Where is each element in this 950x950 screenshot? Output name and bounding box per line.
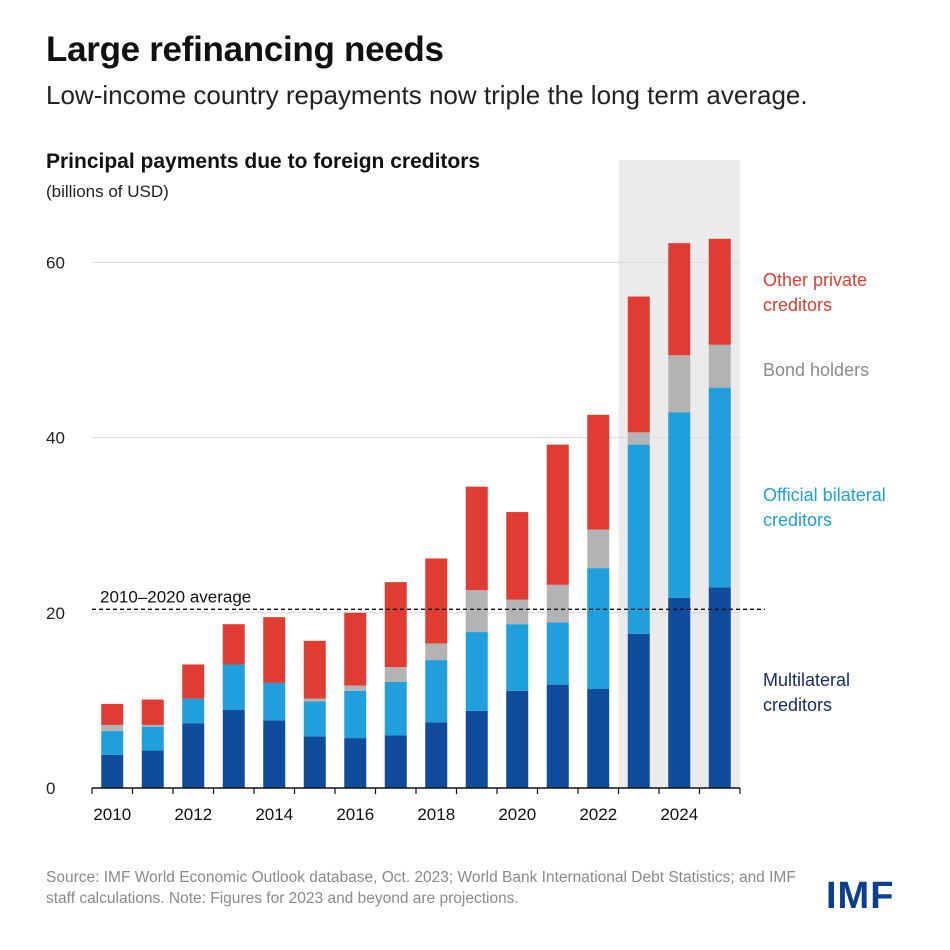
bar-segment-other-private-creditors-2016: [344, 612, 367, 686]
bar-segment-official-bilateral-creditors-2015: [303, 701, 326, 737]
bar-segment-multilateral-creditors-2016: [344, 738, 367, 788]
bar-segment-official-bilateral-creditors-2013: [222, 664, 245, 711]
bar-segment-other-private-creditors-2011: [141, 699, 164, 725]
x-tick-label: 2010: [93, 805, 131, 824]
bar-segment-other-private-creditors-2022: [587, 414, 610, 530]
bar-segment-bond-holders-2019: [465, 590, 488, 633]
x-tick-label: 2016: [336, 805, 374, 824]
imf-logo: IMF: [826, 875, 895, 917]
bar-segment-other-private-creditors-2010: [101, 703, 124, 725]
bar-segment-bond-holders-2018: [425, 643, 448, 661]
bar-segment-bond-holders-2025: [708, 344, 731, 388]
x-tick-label: 2018: [417, 805, 455, 824]
bar-segment-official-bilateral-creditors-2010: [101, 731, 124, 755]
bar-segment-other-private-creditors-2024: [668, 243, 691, 356]
bar-segment-official-bilateral-creditors-2025: [708, 387, 731, 588]
bar-segment-multilateral-creditors-2013: [222, 710, 245, 788]
page-title: Large refinancing needs: [46, 30, 444, 69]
x-tick-label: 2024: [660, 805, 698, 824]
legend-label-line: Other private: [763, 270, 868, 290]
average-label: 2010–2020 average: [100, 587, 251, 606]
bar-segment-bond-holders-2022: [587, 529, 610, 569]
legend-official-bilateral-creditors: Official bilateral creditors: [763, 483, 943, 533]
bar-segment-multilateral-creditors-2018: [425, 722, 448, 788]
bar-segment-other-private-creditors-2020: [506, 512, 529, 600]
bar-segment-bond-holders-2011: [141, 724, 164, 727]
legend-label-line: Official bilateral: [763, 485, 886, 505]
bar-segment-multilateral-creditors-2015: [303, 736, 326, 788]
bar-segment-official-bilateral-creditors-2012: [182, 698, 205, 724]
bar-segment-other-private-creditors-2025: [708, 238, 731, 345]
legend-label-line: creditors: [763, 295, 833, 315]
chart-title: Principal payments due to foreign credit…: [46, 150, 481, 173]
bar-segment-multilateral-creditors-2019: [465, 710, 488, 788]
bar-segment-bond-holders-2015: [303, 698, 326, 702]
bar-segment-official-bilateral-creditors-2018: [425, 660, 448, 723]
y-tick-label: 0: [46, 779, 55, 798]
bar-segment-other-private-creditors-2014: [263, 617, 286, 683]
bar-segment-multilateral-creditors-2021: [546, 684, 569, 788]
bar-segment-official-bilateral-creditors-2016: [344, 690, 367, 739]
bar-segment-multilateral-creditors-2012: [182, 723, 205, 788]
x-tick-label: 2020: [498, 805, 536, 824]
bar-segment-official-bilateral-creditors-2023: [627, 444, 650, 634]
bar-segment-official-bilateral-creditors-2019: [465, 632, 488, 711]
chart-unit-label: (billions of USD): [46, 182, 169, 201]
x-tick-label: 2012: [174, 805, 212, 824]
bar-segment-other-private-creditors-2021: [546, 444, 569, 585]
bar-segment-bond-holders-2020: [506, 599, 529, 625]
x-tick-label: 2022: [579, 805, 617, 824]
bar-segment-bond-holders-2024: [668, 355, 691, 413]
bar-segment-multilateral-creditors-2020: [506, 690, 529, 788]
y-tick-label: 20: [46, 604, 65, 623]
bar-segment-multilateral-creditors-2025: [708, 587, 731, 788]
bar-segment-bond-holders-2010: [101, 724, 124, 732]
bar-segment-other-private-creditors-2023: [627, 296, 650, 433]
bar-segment-other-private-creditors-2018: [425, 558, 448, 644]
bar-segment-official-bilateral-creditors-2011: [141, 726, 164, 751]
legend-label-line: creditors: [763, 510, 833, 530]
bar-segment-official-bilateral-creditors-2017: [384, 682, 407, 736]
bar-segment-multilateral-creditors-2011: [141, 750, 164, 788]
bar-segment-other-private-creditors-2019: [465, 486, 488, 591]
y-tick-label: 40: [46, 429, 65, 448]
bar-segment-multilateral-creditors-2022: [587, 689, 610, 788]
legend-bond-holders: Bond holders: [763, 358, 943, 383]
bar-segment-bond-holders-2023: [627, 432, 650, 445]
bar-segment-multilateral-creditors-2014: [263, 720, 286, 788]
legend-other-private-creditors: Other private creditors: [763, 268, 943, 318]
bar-segment-bond-holders-2021: [546, 584, 569, 623]
legend-label-line: creditors: [763, 695, 833, 715]
bar-segment-bond-holders-2017: [384, 667, 407, 683]
bar-segment-other-private-creditors-2015: [303, 640, 326, 699]
bar-segment-official-bilateral-creditors-2022: [587, 568, 610, 690]
page-subtitle: Low-income country repayments now triple…: [46, 80, 808, 110]
legend-label-line: Multilateral: [763, 670, 851, 690]
bar-segment-multilateral-creditors-2017: [384, 735, 407, 788]
bar-segment-other-private-creditors-2017: [384, 582, 407, 668]
bar-segment-official-bilateral-creditors-2024: [668, 412, 691, 598]
legend-multilateral-creditors: Multilateral creditors: [763, 668, 943, 718]
bar-segment-official-bilateral-creditors-2014: [263, 682, 286, 721]
source-note: Source: IMF World Economic Outlook datab…: [46, 869, 796, 907]
bar-segment-other-private-creditors-2013: [222, 624, 245, 665]
bar-segment-other-private-creditors-2012: [182, 664, 205, 699]
bar-segment-official-bilateral-creditors-2021: [546, 622, 569, 685]
legend-label-line: Bond holders: [763, 360, 870, 380]
bar-segment-multilateral-creditors-2024: [668, 597, 691, 788]
x-tick-label: 2014: [255, 805, 293, 824]
bar-segment-official-bilateral-creditors-2020: [506, 624, 529, 691]
bar-segment-multilateral-creditors-2023: [627, 633, 650, 788]
bar-segment-bond-holders-2016: [344, 685, 367, 691]
bar-segment-multilateral-creditors-2010: [101, 754, 124, 788]
y-tick-label: 60: [46, 253, 65, 272]
